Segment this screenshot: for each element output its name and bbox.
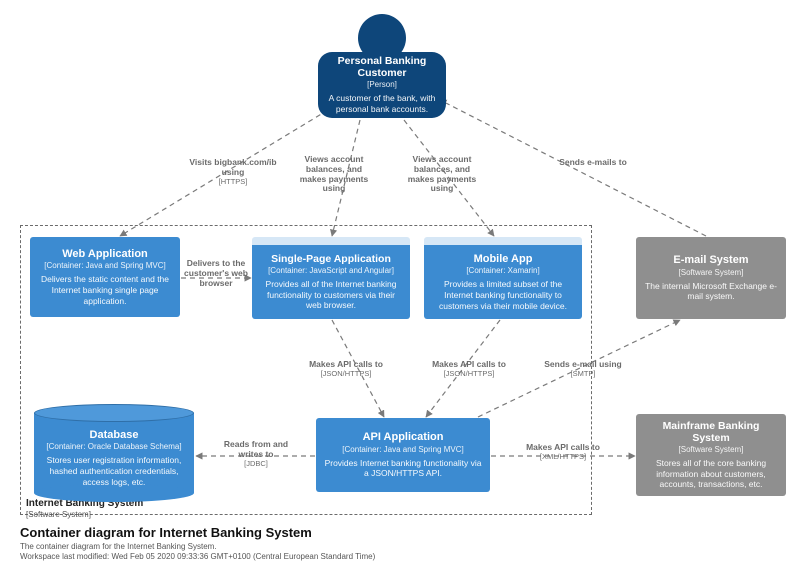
webapp-sub: [Container: Java and Spring MVC] [38,261,172,270]
email-title: E-mail System [644,254,778,267]
mainframe-title: Mainframe Banking System [644,420,778,444]
api-desc: Provides Internet banking functionality … [324,458,482,479]
mobile-sub: [Container: Xamarin] [432,266,574,275]
node-email: E-mail System [Software System] The inte… [636,237,786,319]
person-title: Personal Banking Customer [326,55,438,79]
person-sub: [Person] [326,80,438,89]
caption-title: Container diagram for Internet Banking S… [20,525,312,540]
node-spa: Single-Page Application [Container: Java… [252,237,410,319]
node-webapp: Web Application [Container: Java and Spr… [30,237,180,317]
db-sub: [Container: Oracle Database Schema] [42,442,186,451]
spa-title: Single-Page Application [260,253,402,265]
edge-label-person-webapp: Visits bigbank.com/ib using[HTTPS] [188,158,278,186]
edge-label-api-db: Reads from and writes to[JDBC] [214,440,298,468]
edge-label-email-person: Sends e-mails to [548,158,638,168]
spa-desc: Provides all of the Internet banking fun… [260,279,402,311]
caption-line2: Workspace last modified: Wed Feb 05 2020… [20,552,375,561]
node-mainframe: Mainframe Banking System [Software Syste… [636,414,786,496]
node-mobile: Mobile App [Container: Xamarin] Provides… [424,237,582,319]
edge-label-webapp-spa: Delivers to the customer's web browser [182,259,250,288]
mobile-title: Mobile App [432,253,574,266]
email-sub: [Software System] [644,268,778,277]
caption-line1: The container diagram for the Internet B… [20,542,217,551]
edge-label-spa-api: Makes API calls to[JSON/HTTPS] [301,360,391,378]
boundary-sub: [Software System] [26,510,91,519]
mainframe-sub: [Software System] [644,445,778,454]
db-title: Database [42,429,186,442]
node-person: Personal Banking Customer [Person] A cus… [318,52,446,118]
edge-label-api-mainframe: Makes API calls to[XML/HTTPS] [518,443,608,461]
api-title: API Application [324,431,482,444]
api-sub: [Container: Java and Spring MVC] [324,445,482,454]
edge-label-person-mobile: Views account balances, and makes paymen… [400,155,484,194]
mainframe-desc: Stores all of the core banking informati… [644,458,778,490]
webapp-title: Web Application [38,248,172,261]
spa-sub: [Container: JavaScript and Angular] [260,266,402,275]
person-desc: A customer of the bank, with personal ba… [326,93,438,114]
mobile-desc: Provides a limited subset of the Interne… [432,279,574,311]
edge-label-person-spa: Views account balances, and makes paymen… [292,155,376,194]
node-api: API Application [Container: Java and Spr… [316,418,490,492]
edge-label-mobile-api: Makes API calls to[JSON/HTTPS] [424,360,514,378]
node-database: Database [Container: Oracle Database Sch… [34,404,194,502]
email-desc: The internal Microsoft Exchange e-mail s… [644,281,778,302]
db-desc: Stores user registration information, ha… [42,455,186,487]
edge-label-api-email: Sends e-mail using[SMTP] [540,360,626,378]
webapp-desc: Delivers the static content and the Inte… [38,274,172,306]
